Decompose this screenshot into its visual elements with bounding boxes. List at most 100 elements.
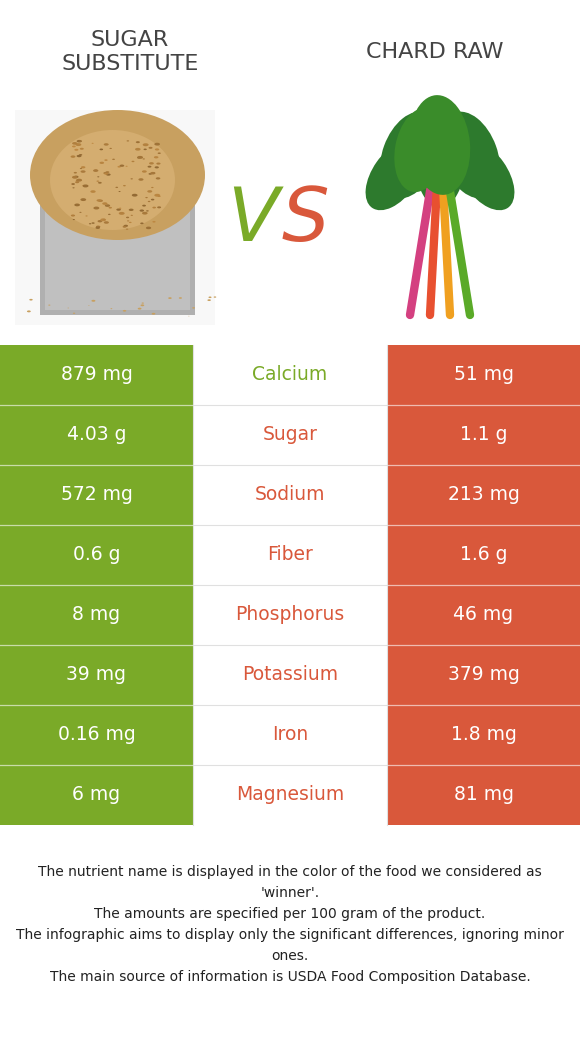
Ellipse shape	[143, 143, 148, 147]
Ellipse shape	[150, 172, 155, 175]
Ellipse shape	[158, 195, 161, 197]
Ellipse shape	[106, 174, 111, 176]
Ellipse shape	[147, 190, 153, 193]
Text: Magnesium: Magnesium	[236, 785, 344, 804]
Text: SUGAR
SUBSTITUTE: SUGAR SUBSTITUTE	[61, 30, 199, 74]
Ellipse shape	[132, 194, 137, 197]
Ellipse shape	[137, 308, 142, 310]
Text: 39 mg: 39 mg	[67, 665, 126, 684]
Ellipse shape	[137, 156, 143, 159]
Bar	[387, 705, 580, 765]
Bar	[0, 645, 193, 705]
Ellipse shape	[156, 177, 160, 179]
Ellipse shape	[118, 165, 121, 168]
Ellipse shape	[130, 178, 133, 179]
Ellipse shape	[440, 112, 500, 198]
Ellipse shape	[85, 215, 88, 216]
Ellipse shape	[142, 212, 148, 215]
Bar	[0, 585, 193, 645]
Ellipse shape	[154, 142, 160, 145]
Ellipse shape	[105, 204, 110, 207]
Ellipse shape	[96, 226, 100, 228]
Ellipse shape	[137, 157, 140, 158]
Ellipse shape	[108, 214, 111, 215]
Ellipse shape	[130, 215, 133, 216]
Bar	[387, 585, 580, 645]
Ellipse shape	[140, 222, 144, 225]
Ellipse shape	[146, 210, 149, 212]
Ellipse shape	[72, 145, 76, 148]
Ellipse shape	[158, 153, 161, 154]
Ellipse shape	[48, 305, 50, 306]
Ellipse shape	[108, 207, 112, 209]
Ellipse shape	[154, 194, 160, 197]
Text: 51 mg: 51 mg	[454, 366, 513, 385]
Bar	[387, 465, 580, 525]
Ellipse shape	[140, 305, 144, 307]
Ellipse shape	[153, 207, 156, 209]
Text: 1.1 g: 1.1 g	[460, 426, 508, 445]
Ellipse shape	[78, 140, 82, 142]
Ellipse shape	[77, 155, 81, 157]
Text: CHARD RAW: CHARD RAW	[366, 42, 504, 62]
Ellipse shape	[146, 227, 151, 229]
Ellipse shape	[148, 173, 152, 175]
Ellipse shape	[89, 223, 91, 225]
Ellipse shape	[72, 176, 78, 179]
Ellipse shape	[94, 170, 97, 171]
Ellipse shape	[71, 183, 75, 184]
Bar	[15, 110, 215, 325]
Ellipse shape	[74, 172, 77, 174]
Ellipse shape	[112, 159, 115, 160]
Ellipse shape	[106, 171, 110, 173]
Ellipse shape	[96, 199, 101, 201]
Bar	[0, 765, 193, 825]
Ellipse shape	[135, 148, 140, 151]
Text: 572 mg: 572 mg	[60, 486, 132, 505]
Text: The nutrient name is displayed in the color of the food we considered as
'winner: The nutrient name is displayed in the co…	[16, 864, 564, 984]
Ellipse shape	[394, 108, 445, 192]
Ellipse shape	[155, 149, 160, 151]
Ellipse shape	[90, 190, 96, 193]
Ellipse shape	[74, 176, 78, 178]
Ellipse shape	[151, 199, 154, 200]
Ellipse shape	[132, 160, 135, 162]
Ellipse shape	[72, 142, 78, 144]
Text: Phosphorus: Phosphorus	[235, 605, 345, 625]
Ellipse shape	[71, 155, 75, 158]
Ellipse shape	[72, 188, 75, 189]
Bar	[387, 645, 580, 705]
Ellipse shape	[104, 159, 108, 161]
Text: Calcium: Calcium	[252, 366, 328, 385]
Ellipse shape	[79, 212, 82, 213]
Ellipse shape	[123, 310, 126, 312]
Ellipse shape	[80, 168, 82, 169]
Ellipse shape	[119, 208, 121, 209]
Ellipse shape	[142, 204, 146, 207]
Ellipse shape	[168, 297, 172, 299]
Ellipse shape	[455, 140, 514, 210]
Ellipse shape	[148, 201, 150, 202]
Ellipse shape	[148, 147, 153, 149]
Text: S: S	[282, 184, 329, 256]
Text: Fiber: Fiber	[267, 546, 313, 565]
Ellipse shape	[136, 141, 140, 143]
Ellipse shape	[213, 296, 216, 297]
Text: 81 mg: 81 mg	[454, 785, 513, 804]
Ellipse shape	[127, 220, 129, 221]
Ellipse shape	[192, 307, 195, 309]
Ellipse shape	[103, 172, 108, 174]
Bar	[387, 765, 580, 825]
Bar	[387, 525, 580, 585]
Ellipse shape	[415, 113, 465, 208]
Ellipse shape	[29, 299, 32, 300]
Ellipse shape	[73, 313, 75, 314]
Ellipse shape	[119, 164, 124, 167]
Ellipse shape	[208, 299, 211, 301]
Ellipse shape	[123, 186, 126, 187]
Text: 6 mg: 6 mg	[72, 785, 121, 804]
Ellipse shape	[208, 296, 212, 298]
Text: 0.16 mg: 0.16 mg	[57, 725, 135, 744]
Ellipse shape	[76, 179, 79, 181]
Ellipse shape	[92, 222, 95, 223]
